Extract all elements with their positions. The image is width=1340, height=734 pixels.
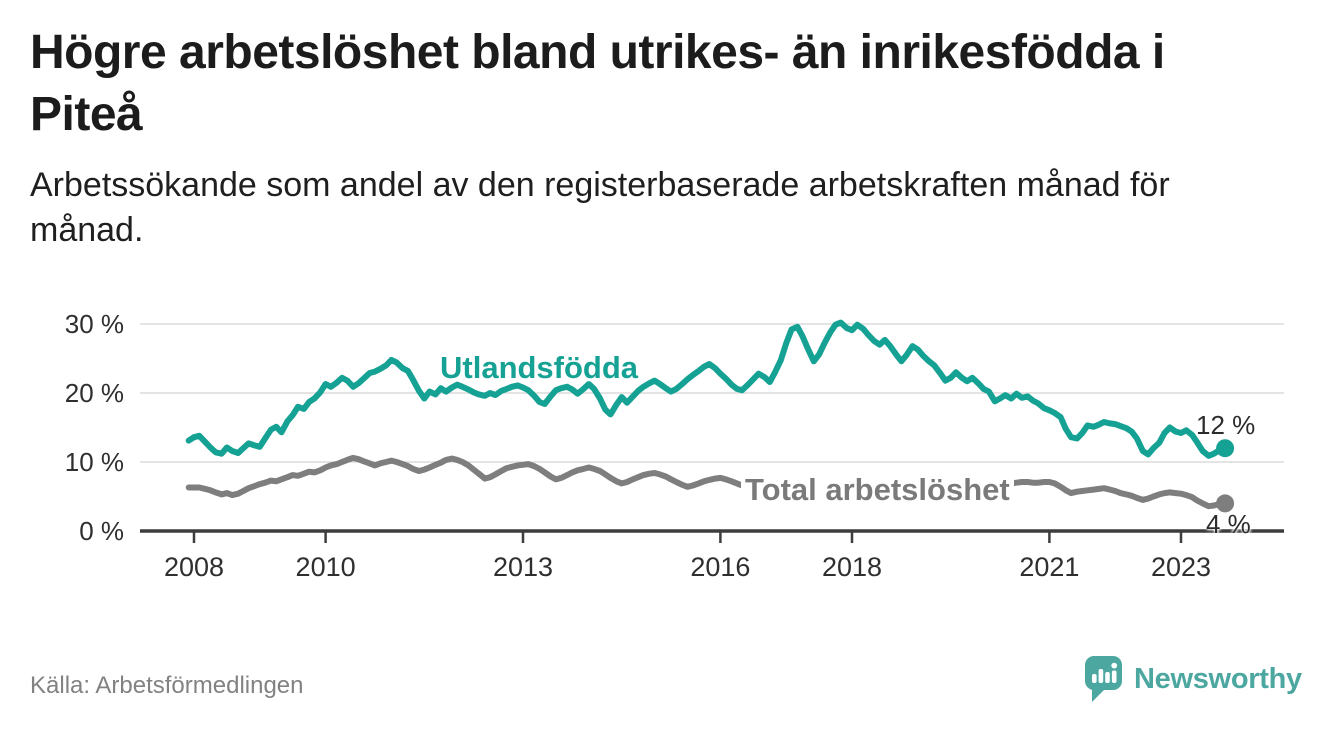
series-label-total-arbetsloshet: Total arbetslöshet <box>741 472 1014 508</box>
source-credit: Källa: Arbetsförmedlingen <box>30 672 304 699</box>
y-axis-tick-label: 10 % <box>65 447 124 477</box>
end-value-label-utlandsfodda: 12 % <box>1196 410 1256 440</box>
x-axis-tick-label: 2008 <box>164 552 224 582</box>
series-label-utlandsfodda: Utlandsfödda <box>440 350 639 385</box>
chart-subtitle: Arbetssökande som andel av den registerb… <box>30 166 1170 249</box>
series-line-1 <box>185 454 1229 510</box>
y-axis-tick-label: 20 % <box>65 378 124 408</box>
x-axis-tick-label: 2016 <box>690 552 750 582</box>
end-value-label-total: 4 % <box>1206 509 1251 539</box>
x-axis-tick-label: 2021 <box>1019 552 1079 582</box>
x-axis-tick-label: 2010 <box>296 552 356 582</box>
newsworthy-logo-icon <box>1085 656 1122 702</box>
y-axis-tick-label: 30 % <box>65 309 124 339</box>
y-axis-tick-label: 0 % <box>79 516 124 546</box>
series-line-0 <box>185 319 1229 459</box>
series-end-dot-0 <box>1216 439 1235 458</box>
x-axis-tick-label: 2018 <box>822 552 882 582</box>
x-axis-tick-label: 2013 <box>493 552 553 582</box>
page-title: Högre arbetslöshet bland utrikes- än inr… <box>30 26 1165 142</box>
series-end-dot-1 <box>1216 494 1235 513</box>
x-axis-tick-label: 2023 <box>1151 552 1211 582</box>
newsworthy-logo-text: Newsworthy <box>1134 663 1302 695</box>
